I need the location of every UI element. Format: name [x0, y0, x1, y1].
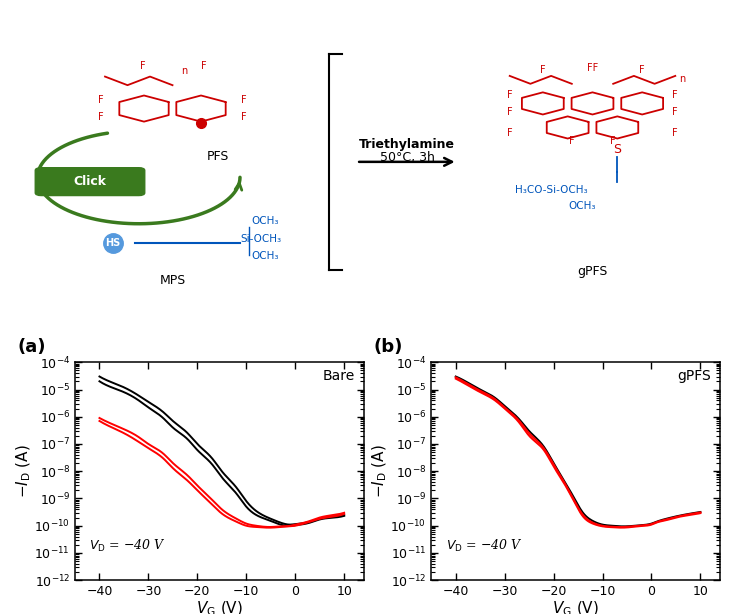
Text: F: F [569, 136, 574, 146]
Text: F: F [241, 95, 247, 105]
Text: H₃CO-Si-OCH₃: H₃CO-Si-OCH₃ [514, 185, 587, 195]
Text: F: F [673, 107, 678, 117]
Text: S: S [614, 143, 621, 156]
Text: Si-OCH₃: Si-OCH₃ [240, 234, 281, 244]
Text: F: F [673, 128, 678, 138]
Text: F: F [507, 128, 512, 138]
Text: HS: HS [105, 238, 120, 247]
Text: F: F [201, 61, 207, 71]
Text: PFS: PFS [206, 150, 229, 163]
Text: OCH₃: OCH₃ [251, 251, 279, 261]
Text: n: n [679, 74, 685, 84]
Text: Click: Click [74, 175, 106, 188]
Text: F: F [639, 64, 645, 74]
Y-axis label: $-I_{\mathrm{D}}$ (A): $-I_{\mathrm{D}}$ (A) [14, 445, 33, 498]
Text: OCH₃: OCH₃ [251, 216, 279, 226]
Text: 50°C, 3h: 50°C, 3h [380, 151, 435, 164]
Text: F: F [98, 95, 104, 105]
Text: (a): (a) [17, 338, 46, 356]
Text: gPFS: gPFS [677, 369, 711, 383]
Text: n: n [182, 66, 188, 76]
Text: FF: FF [586, 63, 598, 73]
X-axis label: $V_{\mathrm{G}}$ (V): $V_{\mathrm{G}}$ (V) [552, 599, 599, 614]
Text: F: F [98, 112, 104, 122]
Text: F: F [610, 136, 616, 146]
Text: F: F [241, 112, 247, 122]
Text: F: F [140, 61, 146, 71]
Text: F: F [507, 90, 512, 100]
Text: F: F [507, 107, 512, 117]
Text: Bare: Bare [322, 369, 355, 383]
Text: F: F [673, 90, 678, 100]
FancyBboxPatch shape [35, 168, 145, 195]
Text: Triethylamine: Triethylamine [359, 138, 455, 151]
X-axis label: $V_{\mathrm{G}}$ (V): $V_{\mathrm{G}}$ (V) [196, 599, 243, 614]
Text: $V_{\mathrm{D}}$ = −40 V: $V_{\mathrm{D}}$ = −40 V [89, 538, 166, 554]
Text: (b): (b) [374, 338, 403, 356]
Text: $V_{\mathrm{D}}$ = −40 V: $V_{\mathrm{D}}$ = −40 V [446, 538, 522, 554]
Text: F: F [540, 64, 546, 74]
Y-axis label: $-I_{\mathrm{D}}$ (A): $-I_{\mathrm{D}}$ (A) [370, 445, 389, 498]
Text: OCH₃: OCH₃ [568, 201, 596, 211]
Text: gPFS: gPFS [578, 265, 608, 278]
Text: MPS: MPS [159, 274, 186, 287]
